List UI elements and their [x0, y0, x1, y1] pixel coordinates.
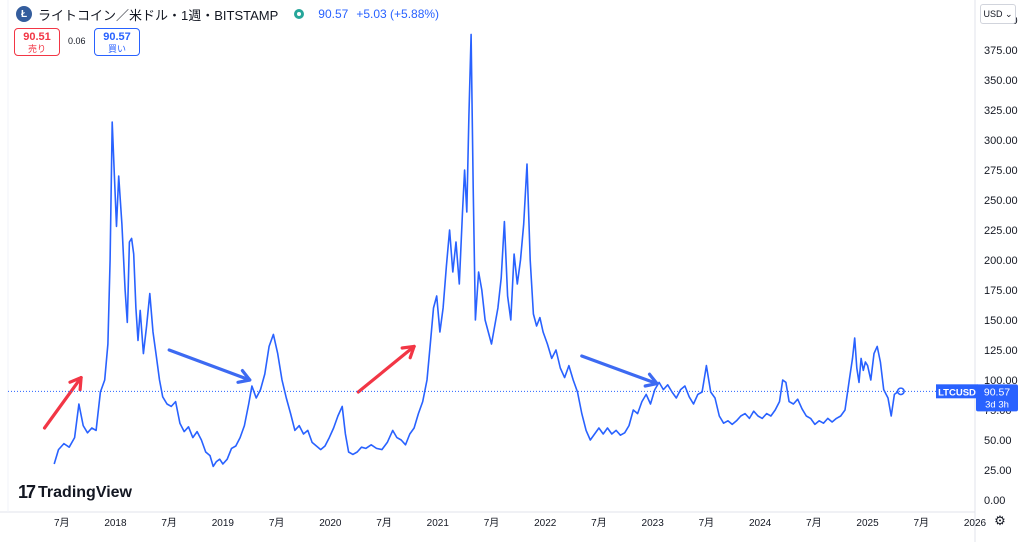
y-tick-label: 50.00: [984, 435, 1012, 447]
last-price: 90.57: [318, 7, 349, 21]
sell-label: 売り: [27, 44, 46, 54]
buy-button[interactable]: 90.57 買い: [94, 28, 140, 56]
x-tick-label: 7月: [54, 517, 70, 529]
spread-value: 0.06: [68, 36, 86, 46]
price-tag-countdown: 3d 3h: [985, 399, 1009, 410]
x-tick-label: 2019: [212, 518, 235, 529]
y-tick-label: 150.00: [984, 315, 1018, 327]
tradingview-mark-icon: 17: [18, 482, 36, 502]
x-tick-label: 7月: [913, 517, 929, 529]
x-tick-label: 2023: [642, 518, 665, 529]
buy-label: 買い: [107, 44, 126, 54]
y-tick-label: 375.00: [984, 45, 1018, 57]
y-tick-label: 325.00: [984, 105, 1018, 117]
x-tick-label: 7月: [484, 517, 500, 529]
price-tag-bg: [976, 384, 1018, 412]
x-tick-label: 2021: [427, 518, 450, 529]
y-tick-label: 200.00: [984, 255, 1018, 267]
x-tick-label: 2026: [964, 518, 987, 529]
y-tick-label: 0.00: [984, 495, 1005, 507]
y-tick-label: 25.00: [984, 465, 1012, 477]
y-tick-label: 225.00: [984, 225, 1018, 237]
last-point-marker: [896, 387, 905, 396]
x-tick-label: 7月: [161, 517, 177, 529]
up-arrow-annotation[interactable]: [42, 376, 83, 430]
y-tick-label: 250.00: [984, 195, 1018, 207]
x-tick-label: 2020: [319, 518, 342, 529]
up-arrow-annotation[interactable]: [356, 344, 416, 394]
buy-price: 90.57: [103, 31, 131, 43]
x-tick-label: 7月: [591, 517, 607, 529]
price-tag-value: 90.57: [984, 386, 1010, 398]
down-arrow-annotation[interactable]: [167, 348, 252, 384]
y-tick-label: 175.00: [984, 285, 1018, 297]
y-tick-label: 275.00: [984, 165, 1018, 177]
x-tick-label: 2025: [856, 518, 879, 529]
x-tick-label: 2024: [749, 518, 772, 529]
y-tick-label: 100.00: [984, 375, 1018, 387]
price-change: +5.03 (+5.88%): [356, 7, 440, 21]
symbol-header: Ł ライトコイン／米ドル・1週・BITSTAMP 90.57 +5.03 (+5…: [16, 4, 439, 24]
tradingview-logo[interactable]: 17 TradingView: [18, 482, 132, 503]
y-tick-label: 300.00: [984, 135, 1018, 147]
sell-button[interactable]: 90.51 売り: [14, 28, 60, 56]
x-tick-label: 2022: [534, 518, 557, 529]
x-tick-label: 7月: [269, 517, 285, 529]
brand-name: TradingView: [38, 483, 132, 501]
currency-label: USD: [983, 9, 1003, 19]
y-tick-label: 350.00: [984, 75, 1018, 87]
currency-selector[interactable]: USD ⌄: [980, 4, 1016, 24]
x-tick-label: 7月: [806, 517, 822, 529]
market-status-icon: [294, 9, 305, 19]
price-series-line[interactable]: [53, 33, 902, 468]
x-tick-label: 7月: [376, 517, 392, 529]
symbol-tag-bg: [936, 384, 978, 399]
litecoin-logo-icon: Ł: [16, 6, 32, 22]
sell-price: 90.51: [23, 31, 51, 43]
y-tick-label: 125.00: [984, 345, 1018, 357]
symbol-title[interactable]: ライトコイン／米ドル・1週・BITSTAMP: [38, 7, 279, 23]
x-tick-label: 7月: [699, 517, 715, 529]
symbol-tag-label: LTCUSD: [938, 387, 976, 398]
x-tick-label: 2018: [104, 518, 127, 529]
chevron-down-icon: ⌄: [1004, 9, 1013, 19]
down-arrow-annotation[interactable]: [580, 354, 659, 388]
gear-icon[interactable]: ⚙: [994, 513, 1006, 528]
